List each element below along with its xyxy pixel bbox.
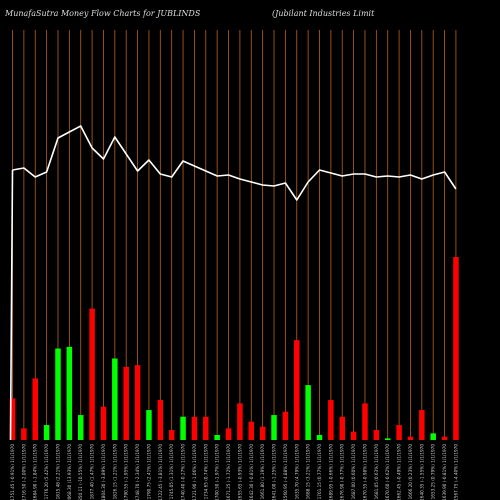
money-flow-bar: [180, 416, 186, 440]
x-tick-label: 1790.55 (-1.95%) 1/1/1970: [124, 444, 129, 500]
money-flow-bar: [123, 366, 129, 440]
money-flow-bar: [225, 428, 232, 440]
money-flow-bar: [100, 406, 107, 440]
money-flow-bar: [9, 398, 16, 440]
x-axis-labels: 1751.45 (-0.91%) 1/1/1970 1716.50 (-2.00%…: [10, 444, 458, 500]
chart-title: MunafaSutra Money Flow Charts for JUBLIN…: [5, 9, 201, 18]
money-flow-bar: [271, 415, 277, 440]
x-tick-label: 1671.25 (-1.72%) 1/1/1970: [226, 444, 231, 500]
x-tick-label: 1681.05 (0.63%) 1/1/1970: [374, 444, 379, 500]
x-tick-label: 1740.40 (-0.27%) 1/1/1970: [181, 444, 186, 500]
x-tick-label: 1676.90 (-0.77%) 1/1/1970: [340, 444, 345, 500]
x-tick-label: 1635.70 (4.79%) 1/1/1970: [294, 444, 299, 500]
money-flow-bar: [350, 431, 357, 440]
x-tick-label: 1670.55 (-0.98%) 1/1/1970: [362, 444, 367, 500]
x-tick-label: 1804.30 (-3.89%) 1/1/1970: [101, 444, 106, 500]
money-flow-bar: [89, 308, 95, 440]
x-tick-label: 1826.15 (1.21%) 1/1/1970: [112, 444, 117, 500]
x-tick-label: 1670.60 (-0.62%) 1/1/1970: [385, 444, 390, 500]
money-flow-bar: [259, 426, 266, 440]
money-flow-bar: [328, 400, 334, 440]
money-flow-bar: [55, 348, 61, 440]
money-flow-bar: [43, 425, 50, 440]
x-tick-label: 1745.05 (1.31%) 1/1/1970: [169, 444, 174, 500]
x-tick-label: 1662.45 (-0.49%) 1/1/1970: [397, 444, 402, 500]
x-tick-label: 1721.90 (-1.06%) 1/1/1970: [192, 444, 197, 500]
x-tick-label: 1642.30 (-0.81%) 1/1/1970: [249, 444, 254, 500]
x-tick-label: 1655.65 (-0.93%) 1/1/1970: [237, 444, 242, 500]
x-tick-label: 1790.75 (2.41%) 1/1/1970: [146, 444, 151, 500]
x-tick-label: 1661.80 (1.19%) 1/1/1970: [260, 444, 265, 500]
money-flow-bar: [191, 416, 198, 440]
money-flow-bar: [362, 403, 368, 440]
x-tick-label: 1653.25 (0.79%) 1/1/1970: [431, 444, 436, 500]
x-tick-label: 1639.90 (-0.81%) 1/1/1970: [442, 444, 447, 500]
money-flow-bar: [453, 257, 459, 440]
x-tick-label: 1700.50 (-1.97%) 1/1/1970: [215, 444, 220, 500]
x-tick-label: 1776.20 (5.42%) 1/1/1970: [44, 444, 49, 500]
money-flow-bar: [77, 415, 84, 440]
money-flow-bar: [203, 416, 209, 440]
money-flow-bar: [146, 410, 152, 440]
money-flow-bar: [66, 346, 73, 440]
x-tick-label: 1640.35 (-1.55%) 1/1/1970: [419, 444, 424, 500]
money-flow-bar: [21, 428, 27, 440]
x-tick-label: 1877.40 (1.47%) 1/1/1970: [90, 444, 95, 500]
x-tick-label: 1567.75 (-4.40%) 1/1/1970: [453, 444, 458, 500]
x-tick-label: 1641.00 (-1.25%) 1/1/1970: [272, 444, 277, 500]
x-tick-label: 1687.00 (0.60%) 1/1/1970: [351, 444, 356, 500]
x-tick-label: 1751.45 (-0.91%) 1/1/1970: [10, 444, 15, 500]
money-flow-bar: [248, 421, 255, 440]
x-tick-label: 1722.45 (-3.81%) 1/1/1970: [158, 444, 163, 500]
price-line-lead: [9, 169, 14, 441]
money-flow-bar: [430, 433, 436, 440]
price-line: [9, 125, 457, 441]
company-name: (Jubilant Industries Limit: [272, 9, 375, 18]
money-flow-bar: [373, 430, 380, 440]
price-polyline: [12, 125, 457, 201]
money-flow-bar: [294, 340, 300, 440]
x-tick-label: 1734.65 (0.74%) 1/1/1970: [203, 444, 208, 500]
x-tick-label: 2068.30 (13.93%) 1/1/1970: [67, 444, 72, 500]
money-flow-bar: [407, 436, 414, 440]
x-tick-label: 1684.90 (-1.84%) 1/1/1970: [33, 444, 38, 500]
money-flow-bar: [237, 403, 243, 440]
money-flow-bar: [305, 385, 311, 440]
x-tick-label: 1701.15 (0.77%) 1/1/1970: [317, 444, 322, 500]
x-tick-label: 1850.11 (-10.55%) 1/1/1970: [78, 444, 83, 500]
money-flow-bar: [339, 416, 345, 440]
money-flow-bar: [214, 435, 220, 440]
money-flow-bar: [384, 438, 391, 440]
money-flow-bar: [112, 358, 118, 440]
x-tick-label: 1748.70 (-2.34%) 1/1/1970: [135, 444, 140, 500]
x-tick-label: 1815.48 (2.21%) 1/1/1970: [55, 444, 60, 500]
money-flow-bar: [134, 365, 141, 440]
grid-lines: [12, 30, 457, 440]
money-flow-bar: [32, 378, 38, 440]
x-tick-label: 1666.20 (0.23%) 1/1/1970: [408, 444, 413, 500]
x-tick-label: 1689.95 (-0.66%) 1/1/1970: [328, 444, 333, 500]
money-flow-bar: [282, 411, 289, 440]
money-flow-bar: [157, 400, 164, 440]
money-flow-bar: [168, 430, 175, 440]
money-flow-bar: [419, 410, 425, 440]
x-tick-label: 1688.15 (3.21%) 1/1/1970: [306, 444, 311, 500]
money-flow-bar: [396, 425, 402, 440]
money-flow-bar: [441, 436, 448, 440]
money-flow-bar: [316, 435, 323, 440]
x-tick-label: 1560.95 (-4.88%) 1/1/1970: [283, 444, 288, 500]
x-tick-label: 1716.50 (-2.00%) 1/1/1970: [21, 444, 26, 500]
money-flow-bars: [9, 257, 459, 440]
